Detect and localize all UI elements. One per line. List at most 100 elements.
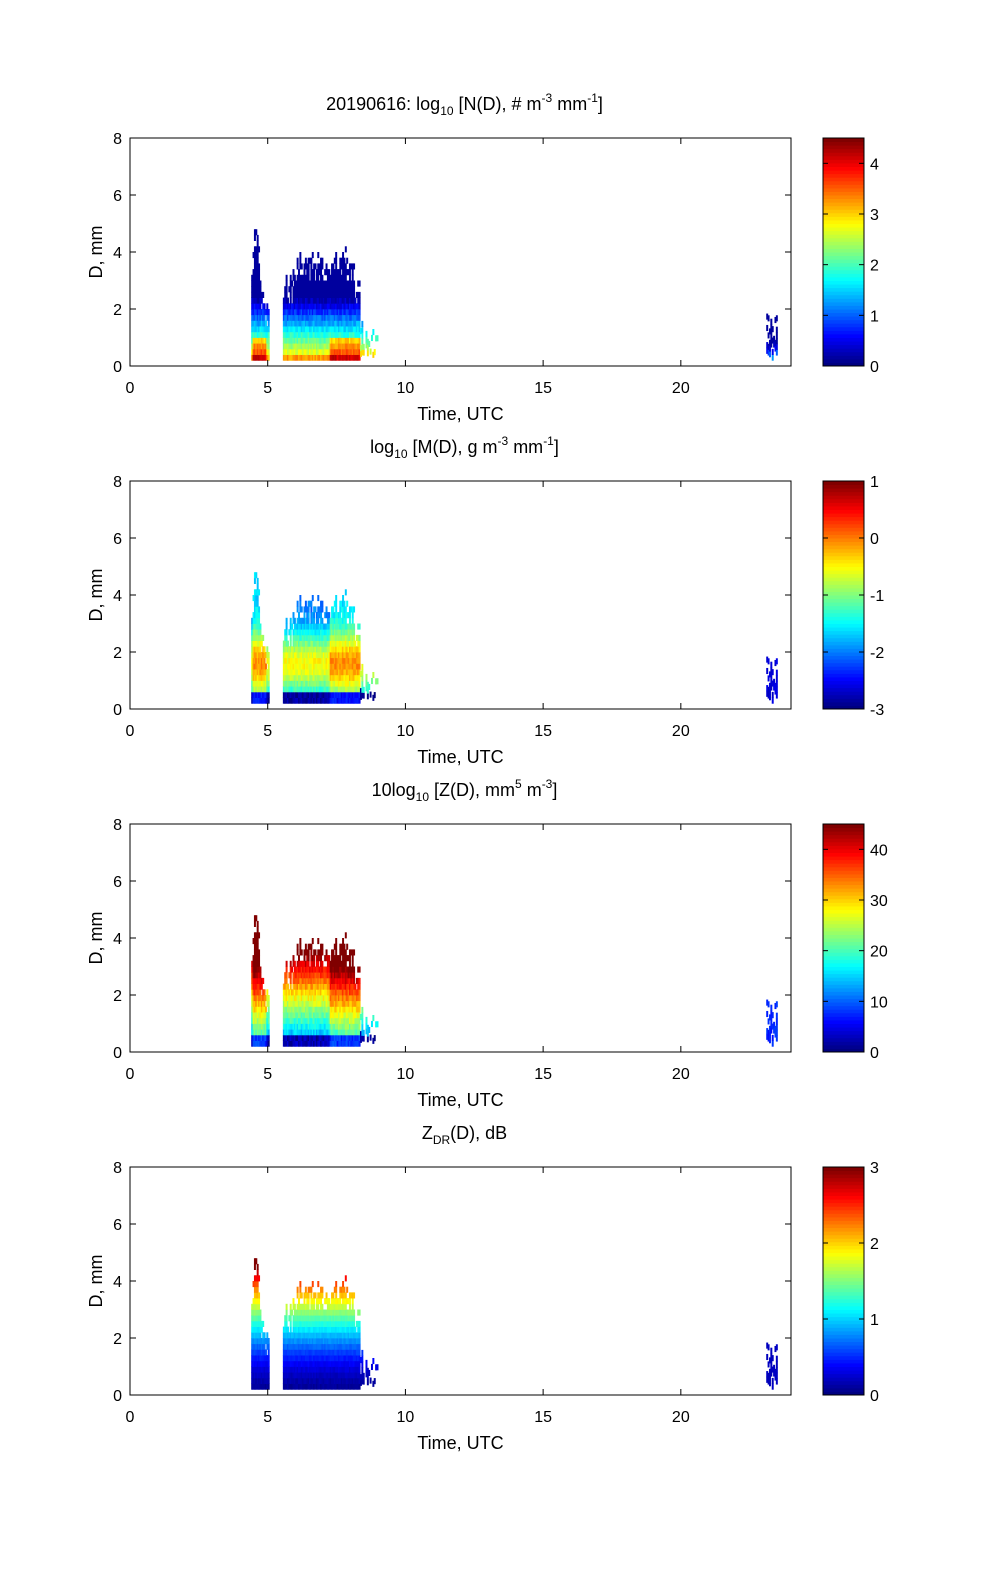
heatmap-cell <box>296 1023 299 1030</box>
heatmap-cell <box>309 1377 311 1384</box>
heatmap-cell <box>310 303 313 310</box>
heatmap-cell <box>342 663 345 670</box>
heatmap-cell <box>293 1320 296 1327</box>
heatmap-cell <box>302 983 305 990</box>
colorbar-segment <box>823 1177 864 1182</box>
heatmap-cell <box>767 332 770 339</box>
heatmap-cell <box>348 1372 351 1379</box>
heatmap-cell <box>288 686 291 693</box>
heatmap-cell <box>255 606 258 613</box>
heatmap-cell <box>288 309 291 316</box>
heatmap-cell <box>320 297 323 304</box>
heatmap-cell <box>266 326 269 333</box>
heatmap-cell <box>370 1363 373 1371</box>
colorbar-segment <box>823 1256 864 1261</box>
heatmap-cell <box>263 1023 266 1030</box>
heatmap-cell <box>310 1309 313 1316</box>
heatmap-cell <box>311 1040 314 1047</box>
heatmap-cell <box>313 320 316 327</box>
heatmap-cell <box>295 640 298 647</box>
heatmap-cell <box>311 623 314 630</box>
heatmap-cell <box>310 320 313 327</box>
panel-3: 10log10 [Z(D), mm5 m-3]0 5 10 15 2002468Time… <box>86 777 888 1110</box>
heatmap-cell <box>344 966 347 973</box>
heatmap-cell <box>353 966 356 973</box>
x-tick-label: 15 <box>534 1066 552 1083</box>
heatmap-cell <box>326 623 329 630</box>
heatmap-cell <box>292 1023 295 1030</box>
heatmap-cell <box>343 1332 346 1339</box>
heatmap-cell <box>295 337 298 344</box>
heatmap-cell <box>339 1355 342 1362</box>
heatmap-cell <box>331 1366 334 1373</box>
heatmap-cell <box>252 309 255 316</box>
heatmap-cell <box>342 995 345 1002</box>
heatmap-cell <box>253 1029 256 1036</box>
heatmap-cell <box>321 326 324 333</box>
heatmap-cell <box>296 686 299 693</box>
heatmap-cell <box>350 1349 353 1356</box>
heatmap-cell <box>358 314 361 321</box>
heatmap-cell <box>291 1332 294 1339</box>
heatmap-cell <box>253 343 256 350</box>
heatmap-cell <box>355 309 358 316</box>
colorbar-segment <box>823 694 864 699</box>
heatmap-cell <box>252 1315 255 1322</box>
heatmap-cell <box>299 1029 302 1036</box>
heatmap-cell <box>351 669 354 676</box>
heatmap-cell <box>321 348 324 355</box>
heatmap-cell <box>336 1366 339 1373</box>
heatmap-cell <box>771 697 774 704</box>
colorbar-segment <box>823 680 864 685</box>
heatmap-cell <box>320 652 323 659</box>
heatmap-cell <box>768 682 771 689</box>
heatmap-cell <box>292 348 295 355</box>
heatmap-cell <box>357 691 360 698</box>
heatmap-cell <box>339 263 342 270</box>
heatmap-cell <box>322 1000 325 1007</box>
heatmap-cell <box>354 1355 357 1362</box>
heatmap-cell <box>321 640 324 647</box>
heatmap-cell <box>331 663 334 670</box>
heatmap-cell <box>340 326 343 333</box>
heatmap-cell <box>288 1372 291 1379</box>
heatmap-cell <box>347 309 350 316</box>
heatmap-cell <box>336 1320 339 1327</box>
heatmap-cell <box>332 274 335 281</box>
heatmap-cell <box>339 966 342 973</box>
heatmap-cell <box>285 960 288 967</box>
heatmap-cell <box>343 303 346 310</box>
heatmap-cell <box>361 1378 364 1385</box>
heatmap-cell <box>306 314 309 321</box>
colorbar-segment <box>823 344 864 349</box>
heatmap-cell <box>348 337 351 344</box>
heatmap-cell <box>325 1292 328 1299</box>
heatmap-cell <box>304 1320 307 1327</box>
heatmap-cell <box>256 303 259 310</box>
heatmap-cell <box>255 354 258 361</box>
heatmap-cell <box>289 1355 292 1362</box>
heatmap-cell <box>344 1303 347 1310</box>
heatmap-cell <box>253 263 256 270</box>
heatmap-cell <box>358 669 361 676</box>
heatmap-cell <box>300 691 303 698</box>
heatmap-cell <box>313 1343 316 1350</box>
heatmap-cell <box>317 938 320 945</box>
heatmap-cell <box>328 1315 331 1322</box>
heatmap-cell <box>313 1000 316 1007</box>
heatmap-cell <box>259 286 262 293</box>
heatmap-cell <box>328 1000 331 1007</box>
heatmap-cell <box>353 1383 356 1390</box>
heatmap-cell <box>307 955 310 962</box>
heatmap-cell <box>263 1372 266 1379</box>
x-tick-label: 10 <box>397 1066 415 1083</box>
heatmap-cell <box>350 1355 353 1362</box>
heatmap-cell <box>284 1023 287 1030</box>
heatmap-cell <box>321 286 324 293</box>
heatmap-cell <box>314 303 317 310</box>
heatmap-cell <box>310 1355 313 1362</box>
heatmap-cell <box>289 697 292 704</box>
colorbar-segment <box>823 170 864 175</box>
heatmap-cell <box>252 989 255 996</box>
heatmap-cell <box>306 320 309 327</box>
